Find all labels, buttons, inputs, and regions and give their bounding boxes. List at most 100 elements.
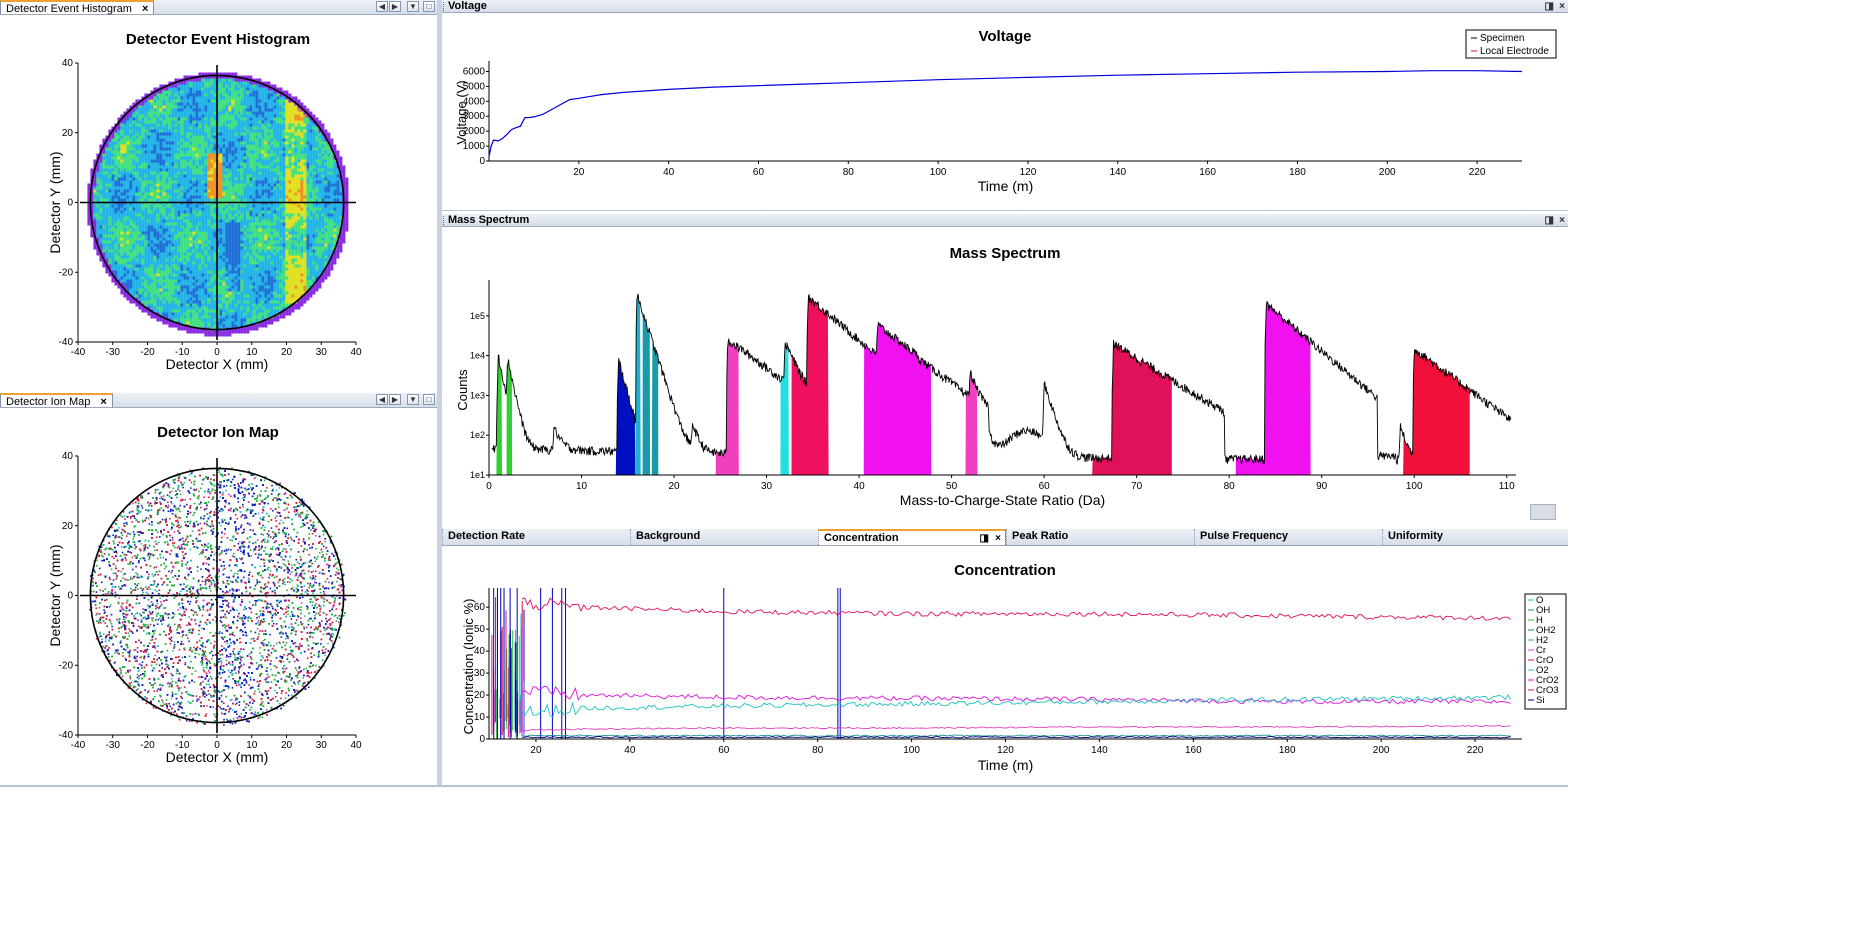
prev-icon[interactable]: ◀: [376, 1, 388, 12]
ranged-peak: [1235, 301, 1311, 475]
voltage-panel: Voltage ◨ × Voltage 20 40 60 80 100 120 140 160 1…: [442, 0, 1568, 211]
y-tick-label: 1e3: [470, 390, 485, 400]
ion-points: [89, 467, 347, 726]
tab-detector-ion-map[interactable]: Detector Ion Map ×: [0, 393, 113, 408]
chart-title: Detector Event Histogram: [126, 31, 310, 48]
ionmap-tabbar: Detector Ion Map × ◀ ▶ ▼ □: [0, 393, 437, 408]
x-tick-label: 20: [668, 481, 680, 492]
tab-detector-event-histogram[interactable]: Detector Event Histogram ×: [0, 0, 155, 15]
maximize-icon[interactable]: □: [423, 394, 435, 405]
mass-header-label: Mass Spectrum: [448, 214, 530, 226]
spectrum-line: [491, 293, 1512, 465]
x-tick-label: -20: [140, 740, 155, 751]
close-icon[interactable]: ×: [100, 396, 107, 408]
y-tick-label: -40: [59, 730, 74, 741]
y-axis-label: Counts: [455, 369, 470, 411]
x-tick-label: 220: [1467, 745, 1484, 756]
ionmap-panel: Detector Ion Map × ◀ ▶ ▼ □ Detector Ion M…: [0, 393, 437, 785]
tab-label: Detector Ion Map: [6, 396, 91, 408]
x-tick-label: 20: [281, 347, 293, 358]
export-button[interactable]: [1530, 504, 1556, 520]
y-axis-label: Detector Y (mm): [47, 544, 63, 646]
x-tick-label: 30: [761, 481, 773, 492]
legend-label: H2: [1536, 635, 1548, 646]
x-tick-label: -40: [71, 740, 86, 751]
vertical-splitter[interactable]: [437, 0, 442, 787]
chart-title: Concentration: [954, 562, 1056, 579]
x-tick-label: 40: [663, 167, 675, 178]
y-tick-label: 1e4: [470, 351, 485, 361]
legend-label: Si: [1536, 695, 1544, 706]
x-tick-label: 60: [1039, 481, 1051, 492]
series-line-si: [521, 736, 1511, 739]
x-tick-label: 110: [1499, 481, 1515, 492]
ranged-peak: [651, 339, 659, 475]
ranged-peak: [780, 342, 789, 475]
y-tick-label: 4000: [463, 96, 486, 107]
x-tick-label: 120: [997, 745, 1014, 756]
next-icon[interactable]: ▶: [389, 1, 401, 12]
y-tick-label: 20: [62, 128, 74, 139]
x-tick-label: -20: [140, 347, 155, 358]
x-tick-label: 20: [573, 167, 585, 178]
tab-pulse-frequency[interactable]: Pulse Frequency: [1194, 529, 1382, 545]
y-axis-label: Concentration (Ionic %): [461, 599, 476, 735]
tab-label: Concentration: [824, 532, 899, 544]
close-icon[interactable]: ×: [1559, 215, 1565, 226]
early-transients: [491, 596, 525, 739]
specimen-voltage-line: [488, 70, 1523, 157]
pin-icon[interactable]: ◨: [1544, 215, 1554, 226]
x-tick-label: 10: [576, 481, 588, 492]
legend-label: O2: [1536, 665, 1549, 676]
pin-icon[interactable]: ◨: [979, 533, 989, 544]
legend-label: OH2: [1536, 625, 1556, 636]
legend-label: CrO3: [1536, 685, 1559, 696]
ranged-peak: [642, 313, 650, 475]
next-icon[interactable]: ▶: [389, 394, 401, 405]
legend-label: Local Electrode: [1480, 46, 1549, 57]
voltage-chart: Voltage 20 40 60 80 100 120 140 160 180 200 220 0 100…: [454, 28, 1557, 194]
x-tick-label: 40: [854, 481, 866, 492]
x-tick-label: 200: [1379, 167, 1396, 178]
dropdown-icon[interactable]: ▼: [407, 394, 419, 405]
x-axis-label: Time (m): [978, 178, 1033, 194]
x-tick-label: -40: [71, 347, 86, 358]
x-tick-label: 30: [316, 740, 328, 751]
x-tick-label: 0: [214, 740, 220, 751]
mass-spectrum-chart: Mass Spectrum 0 10 20 30 40 50 60 70 80 90 100 110 1e…: [455, 245, 1516, 508]
x-tick-label: 40: [350, 347, 362, 358]
maximize-icon[interactable]: □: [423, 1, 435, 12]
x-axis-label: Mass-to-Charge-State Ratio (Da): [900, 492, 1105, 508]
tab-detection-rate[interactable]: Detection Rate: [442, 529, 630, 545]
legend-label: Cr: [1536, 645, 1546, 656]
y-tick-label: 40: [474, 646, 486, 657]
dropdown-icon[interactable]: ▼: [407, 1, 419, 12]
series-line-o: [521, 694, 1512, 718]
x-tick-label: 80: [1224, 481, 1236, 492]
x-axis-label: Detector X (mm): [166, 749, 269, 765]
tab-concentration[interactable]: Concentration ◨ ×: [818, 529, 1006, 545]
ranged-peak: [615, 358, 636, 475]
tab-peak-ratio[interactable]: Peak Ratio: [1006, 529, 1194, 545]
y-tick-label: 40: [62, 58, 74, 69]
x-tick-label: 90: [1316, 481, 1328, 492]
ranged-peak: [863, 322, 932, 475]
close-icon[interactable]: ×: [141, 3, 149, 15]
x-tick-label: 60: [718, 745, 730, 756]
y-tick-label: 0: [479, 156, 485, 167]
y-tick-label: 1e2: [470, 430, 485, 440]
pin-icon[interactable]: ◨: [1544, 1, 1554, 12]
prev-icon[interactable]: ◀: [376, 394, 388, 405]
x-tick-label: 160: [1185, 745, 1202, 756]
tab-uniformity[interactable]: Uniformity: [1382, 529, 1568, 545]
legend-box: [1465, 29, 1557, 59]
ionmap-chart: Detector Ion Map -40 -30 -20 -10 0 10 20 30 40 40 2…: [47, 424, 362, 765]
x-tick-label: 0: [214, 347, 220, 358]
x-axis-label: Time (m): [978, 757, 1033, 773]
series-line-cr: [521, 724, 1511, 732]
close-icon[interactable]: ×: [1559, 1, 1565, 12]
close-icon[interactable]: ×: [995, 533, 1001, 544]
tab-background[interactable]: Background: [630, 529, 818, 545]
